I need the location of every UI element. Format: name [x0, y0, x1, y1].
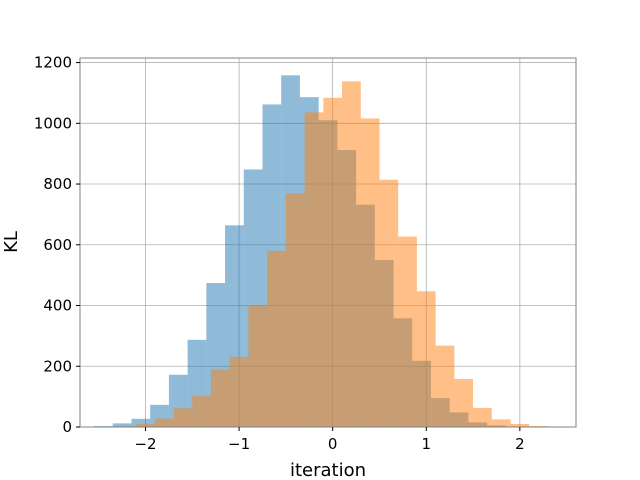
- histogram-bar-series-2: [379, 179, 399, 427]
- histogram-bar-series-2: [454, 379, 474, 427]
- bars-layer: [94, 75, 548, 428]
- y-axis-label: KL: [1, 231, 22, 253]
- y-tick-label: 0: [62, 418, 72, 436]
- histogram-bar-series-2: [211, 369, 230, 427]
- x-tick-label: −2: [134, 435, 156, 453]
- histogram-bar-series-2: [473, 407, 492, 427]
- y-tick-label: 400: [43, 297, 72, 315]
- x-tick-label: −1: [228, 435, 250, 453]
- histogram-bar-series-2: [416, 291, 436, 427]
- y-tick-label: 1200: [34, 54, 72, 72]
- histogram-bar-series-2: [192, 395, 212, 427]
- histogram-bar-series-2: [398, 236, 417, 427]
- histogram-bar-series-2: [323, 97, 343, 427]
- histogram-bar-series-2: [267, 250, 286, 427]
- histogram-bar-series-2: [510, 423, 530, 427]
- histogram-bar-series-2: [435, 345, 455, 427]
- histogram-bar-series-2: [491, 419, 511, 427]
- histogram-bar-series-2: [285, 193, 305, 427]
- x-tick-label: 0: [328, 435, 338, 453]
- histogram-bar-series-1: [131, 418, 151, 427]
- histogram-bar-series-2: [304, 112, 324, 427]
- x-axis-label: iteration: [290, 460, 366, 480]
- histogram-bar-series-2: [360, 118, 380, 427]
- y-tick-label: 200: [43, 357, 72, 375]
- y-tick-label: 600: [43, 236, 72, 254]
- x-tick-label: 1: [421, 435, 431, 453]
- y-tick-label: 800: [43, 175, 72, 193]
- histogram-bar-series-1: [112, 423, 132, 427]
- histogram-bar-series-2: [154, 418, 174, 427]
- histogram-bar-series-2: [173, 408, 193, 427]
- histogram-bar-series-2: [136, 423, 155, 427]
- histogram-bar-series-2: [229, 356, 249, 427]
- y-tick-label: 1000: [34, 114, 72, 132]
- histogram-bar-series-2: [248, 305, 268, 427]
- x-tick-label: 2: [515, 435, 525, 453]
- plot-frame: [79, 57, 577, 428]
- ticks-layer: −2 −1 0 1 2 0 200 400 600 800 1000 1200: [34, 54, 525, 453]
- histogram-bar-series-2: [342, 81, 361, 427]
